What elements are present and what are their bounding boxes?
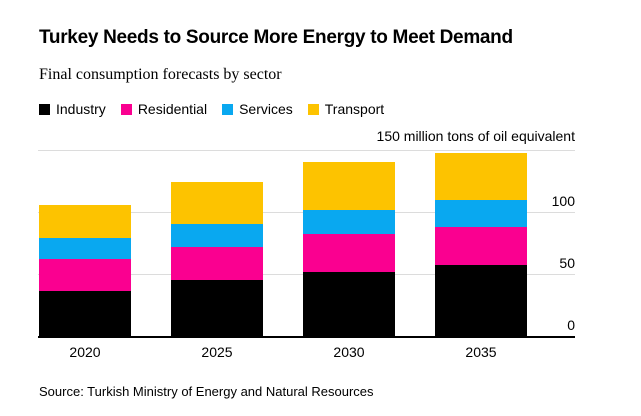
y-axis-tick-label-50: 50 xyxy=(559,255,575,271)
x-axis-tick-label-2035: 2035 xyxy=(465,344,497,360)
legend-label-services: Services xyxy=(239,101,293,117)
x-axis-tick-label-2020: 2020 xyxy=(69,344,101,360)
chart-title: Turkey Needs to Source More Energy to Me… xyxy=(39,27,513,48)
gridline-150 xyxy=(38,150,575,151)
y-axis-unit-label: 150 million tons of oil equivalent xyxy=(376,128,575,144)
legend-item-residential: Residential xyxy=(120,101,208,118)
bar-segment-2025-services xyxy=(171,224,263,247)
legend-label-industry: Industry xyxy=(56,101,106,117)
bar-segment-2020-services xyxy=(39,238,131,260)
x-axis-line xyxy=(38,336,575,338)
source-note: Source: Turkish Ministry of Energy and N… xyxy=(39,384,374,399)
bar-segment-2025-residential xyxy=(171,246,263,281)
bar-segment-2035-transport xyxy=(435,152,527,200)
bar-segment-2035-industry xyxy=(435,265,527,336)
legend-swatch-services xyxy=(222,104,234,115)
bar-segment-2020-industry xyxy=(39,291,131,336)
y-axis-tick-label-0: 0 xyxy=(567,317,575,333)
bar-segment-2035-residential xyxy=(435,226,527,266)
bar-segment-2025-industry xyxy=(171,280,263,336)
bar-segment-2020-residential xyxy=(39,259,131,292)
y-axis-tick-label-100: 100 xyxy=(551,193,575,209)
legend-swatch-residential xyxy=(120,104,132,115)
x-axis-tick-label-2025: 2025 xyxy=(201,344,233,360)
bar-2025 xyxy=(171,182,263,336)
legend-label-transport: Transport xyxy=(324,101,385,117)
bar-segment-2025-transport xyxy=(171,182,263,225)
legend-item-services: Services xyxy=(222,101,293,118)
legend-item-industry: Industry xyxy=(39,101,106,118)
legend-swatch-industry xyxy=(39,104,50,115)
legend-label-residential: Residential xyxy=(137,101,208,117)
bar-segment-2030-residential xyxy=(303,234,395,272)
bar-segment-2030-industry xyxy=(303,271,395,336)
bar-2030 xyxy=(303,162,395,336)
plot-area: 100 50 0 2020 2025 2030 2035 xyxy=(38,150,575,360)
x-axis-tick-label-2030: 2030 xyxy=(333,344,365,360)
legend-item-transport: Transport xyxy=(307,101,385,118)
legend-swatch-transport xyxy=(307,104,319,115)
bar-segment-2030-transport xyxy=(303,162,395,210)
chart-subtitle: Final consumption forecasts by sector xyxy=(39,66,282,83)
bar-2020 xyxy=(39,204,131,336)
legend: Industry Residential Services Transport xyxy=(39,101,384,118)
bar-segment-2020-transport xyxy=(39,204,131,239)
bar-2035 xyxy=(435,152,527,336)
bar-segment-2030-services xyxy=(303,209,395,235)
bar-segment-2035-services xyxy=(435,199,527,227)
